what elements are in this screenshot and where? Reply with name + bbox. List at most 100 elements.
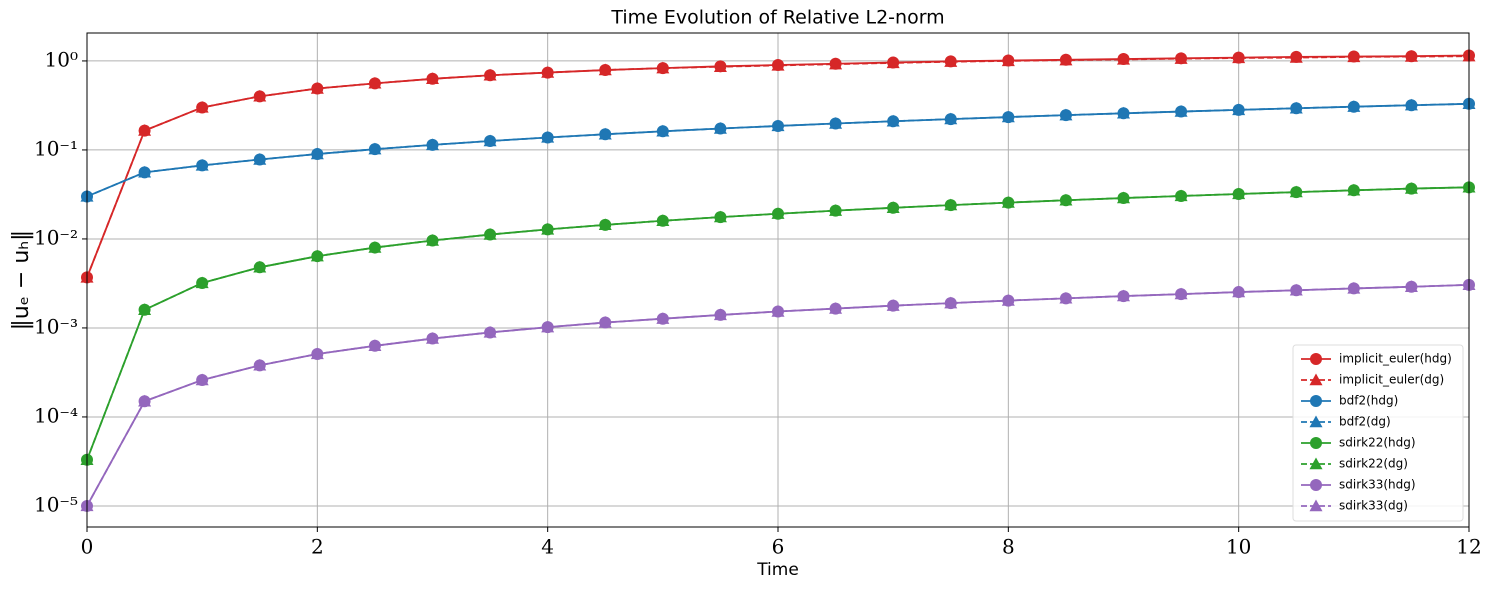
- legend-label: bdf2(dg): [1339, 415, 1391, 429]
- marker: [1059, 108, 1073, 121]
- legend-marker: [1310, 437, 1322, 449]
- x-tick-label: 4: [541, 535, 554, 559]
- marker: [541, 130, 555, 143]
- marker: [138, 303, 152, 315]
- marker: [656, 214, 670, 226]
- legend-label: sdirk33(dg): [1339, 499, 1408, 513]
- x-tick-label: 2: [311, 535, 324, 559]
- marker: [829, 57, 843, 70]
- marker: [829, 117, 843, 129]
- legend-marker: [1310, 479, 1322, 491]
- y-tick-label: 10⁻⁵: [34, 492, 78, 516]
- y-axis-label: ‖uₑ − uₕ‖: [9, 230, 34, 330]
- marker: [368, 142, 382, 155]
- y-tick-label: 10⁻²: [34, 225, 78, 249]
- marker: [1289, 101, 1303, 114]
- marker: [1117, 191, 1130, 204]
- marker: [253, 89, 267, 102]
- marker: [829, 204, 843, 216]
- marker: [1404, 182, 1418, 194]
- legend-marker: [1309, 499, 1323, 512]
- marker: [944, 296, 958, 309]
- marker: [1001, 294, 1015, 306]
- x-tick-label: 6: [772, 535, 785, 559]
- marker: [541, 320, 555, 333]
- marker: [713, 308, 727, 321]
- marker: [886, 56, 900, 69]
- legend-marker: [1309, 373, 1323, 386]
- legend-marker: [1309, 457, 1323, 470]
- legend-label: bdf2(hdg): [1339, 394, 1398, 408]
- marker: [771, 305, 785, 317]
- y-tick-label: 10⁻¹: [34, 136, 78, 160]
- legend-marker: [1310, 395, 1322, 407]
- marker: [1289, 51, 1303, 63]
- marker: [1289, 185, 1303, 198]
- legend-label: sdirk33(hdg): [1339, 478, 1416, 492]
- marker: [944, 198, 958, 211]
- marker: [656, 312, 670, 324]
- legend-label: implicit_euler(hdg): [1339, 352, 1452, 366]
- marker: [138, 394, 152, 407]
- marker: [656, 124, 670, 137]
- legend-box: [1292, 344, 1464, 522]
- x-tick-label: 0: [81, 535, 94, 559]
- marker: [1174, 189, 1188, 202]
- marker: [598, 127, 612, 140]
- marker: [1059, 193, 1073, 206]
- marker: [1232, 103, 1246, 116]
- x-tick-label: 12: [1456, 535, 1481, 559]
- marker: [138, 124, 152, 136]
- marker: [541, 222, 555, 235]
- chart-title: Time Evolution of Relative L2-norm: [610, 7, 944, 29]
- marker: [944, 55, 958, 67]
- marker: [368, 241, 382, 253]
- marker: [426, 332, 439, 344]
- legend-marker: [1309, 415, 1323, 428]
- marker: [483, 134, 497, 147]
- marker: [1347, 50, 1361, 63]
- marker: [886, 201, 900, 213]
- marker: [426, 72, 439, 84]
- marker: [829, 302, 843, 314]
- marker: [713, 122, 727, 134]
- marker: [713, 210, 727, 223]
- legend-label: implicit_euler(dg): [1339, 373, 1444, 387]
- y-tick-label: 10⁻³: [34, 314, 78, 338]
- marker: [310, 249, 324, 262]
- marker: [1232, 51, 1246, 64]
- legend-label: sdirk22(dg): [1339, 457, 1408, 471]
- y-tick-label: 10⁻⁴: [34, 403, 78, 427]
- marker: [1059, 291, 1073, 304]
- x-tick-label: 10: [1226, 535, 1251, 559]
- marker: [1174, 287, 1188, 300]
- marker: [195, 100, 209, 113]
- marker: [1347, 281, 1361, 294]
- marker: [886, 299, 900, 311]
- marker: [310, 82, 324, 94]
- marker: [598, 63, 612, 76]
- legend: implicit_euler(hdg) implicit_euler(dg)bdf…: [1292, 344, 1464, 522]
- marker: [771, 207, 785, 219]
- x-axis-label: Time: [756, 560, 799, 580]
- marker: [310, 347, 324, 360]
- x-tick-label: 8: [1002, 535, 1015, 559]
- marker: [771, 58, 785, 71]
- marker: [771, 119, 785, 132]
- marker: [1404, 50, 1418, 62]
- marker: [1232, 285, 1246, 298]
- marker: [253, 260, 267, 273]
- marker: [368, 339, 382, 351]
- marker: [195, 373, 209, 386]
- marker: [598, 316, 612, 328]
- marker: [713, 60, 727, 72]
- marker: [426, 234, 439, 246]
- marker: [483, 228, 497, 240]
- marker: [656, 61, 670, 74]
- marker: [886, 114, 900, 127]
- marker: [1001, 110, 1015, 123]
- marker: [1347, 183, 1361, 196]
- marker: [1117, 52, 1130, 65]
- marker: [483, 325, 497, 338]
- marker: [1117, 289, 1130, 302]
